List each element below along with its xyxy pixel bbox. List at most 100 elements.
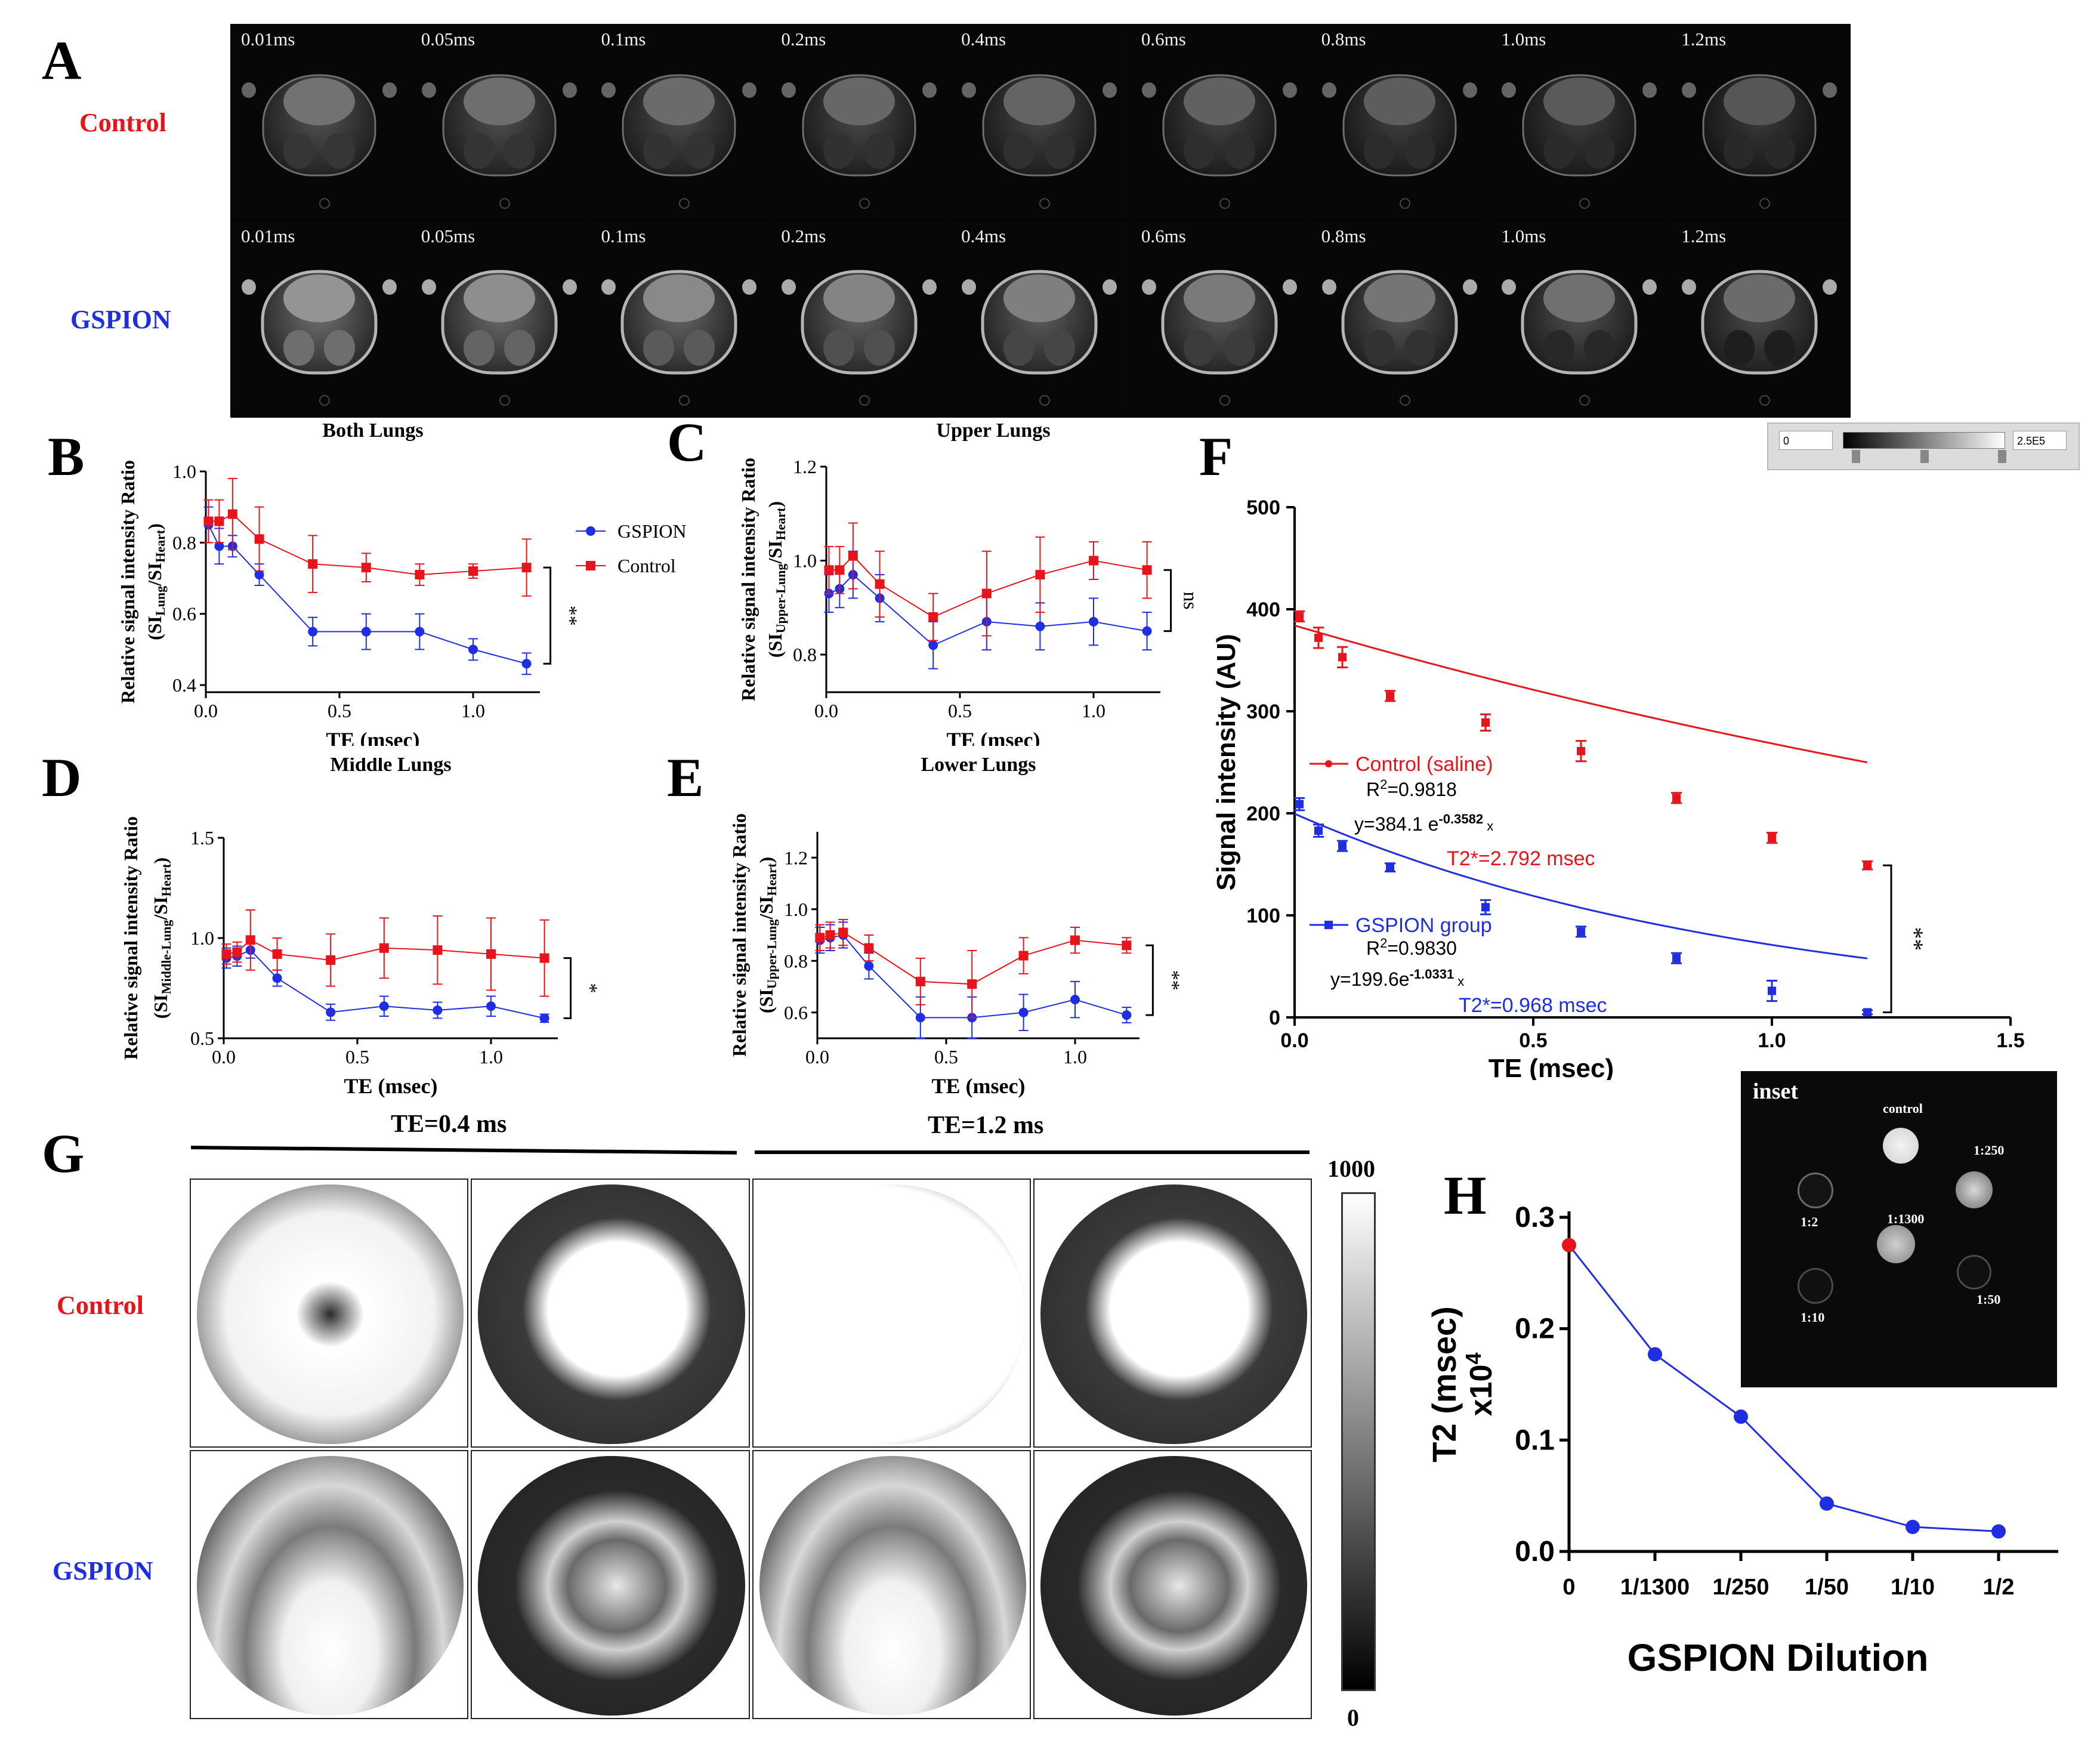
lung-region (1404, 132, 1435, 169)
heart-region (1003, 78, 1075, 126)
x-tick-label: 1/1300 (1620, 1575, 1690, 1600)
lung-region (1584, 329, 1616, 366)
inset-label-1-1300: 1:1300 (1887, 1211, 1925, 1226)
data-point-gspion (1338, 841, 1347, 850)
lung-region (323, 329, 355, 366)
lung-region (1003, 329, 1034, 366)
chart-b: Both Lungs 0.4 0.6 0.8 1.0 0.0 0.5 1.0 TE (msec)… (117, 419, 687, 746)
data-point-gspion (1018, 1007, 1029, 1017)
reference-marker (1579, 394, 1591, 406)
forelimb-section (961, 82, 976, 98)
reference-marker (319, 394, 330, 406)
lung-region (684, 132, 715, 169)
y-tick-label: 1.0 (793, 550, 817, 572)
lung-region (283, 329, 314, 366)
y-tick-label: 1.5 (190, 827, 214, 849)
significance-label: ** (1161, 970, 1183, 991)
forelimb-section (1462, 279, 1477, 295)
x-axis-label: TE (msec) (932, 1074, 1026, 1098)
gspion-t2-map-cell (1033, 1450, 1312, 1719)
y-tick-label: 100 (1246, 905, 1280, 927)
data-point-gspion (214, 541, 224, 551)
series-line-control (820, 931, 1127, 985)
reference-marker (1039, 198, 1050, 209)
lung-region (1003, 132, 1034, 169)
t2-map-image (197, 1456, 464, 1716)
panel-a-row-label-control: Control (79, 108, 166, 137)
data-point-control (815, 933, 825, 943)
x-axis-label: TE (msec) (326, 728, 420, 746)
y-tick-label: 1.0 (190, 927, 214, 949)
y-axis-label: Relative signal intensity Ratio (120, 816, 141, 1060)
heart-region (463, 78, 535, 126)
data-point-control (221, 949, 231, 959)
control-mri-tile: 1.2ms (1670, 24, 1848, 218)
gspion-mri-tile: 0.4ms (950, 221, 1128, 415)
heart-region (1363, 274, 1435, 323)
reference-marker (859, 198, 870, 209)
panel-g-col-header-te04: TE=0.4 ms (391, 1110, 507, 1138)
x-tick-label: 1.0 (1082, 700, 1105, 721)
y-tick-label: 200 (1246, 803, 1280, 825)
data-point-control (433, 945, 443, 955)
data-point-control (1295, 612, 1304, 621)
panel-a-colorbar: 0 2.5E5 (1767, 422, 2080, 470)
data-point-control (415, 570, 425, 580)
x-tick-label: 0.0 (814, 700, 838, 721)
control-mri-tile: 0.4ms (950, 24, 1128, 218)
fit-curve-gspion (1294, 813, 1868, 960)
data-point-gspion (521, 659, 532, 669)
gspion-mri-tile: 1.0ms (1490, 221, 1669, 415)
colorbar-handle-right[interactable] (1998, 450, 2006, 463)
lung-region (1363, 132, 1395, 169)
heart-region (1003, 274, 1075, 323)
y-tick-label: 300 (1246, 701, 1280, 723)
heart-region (823, 78, 895, 126)
y-tick-label: 1.2 (784, 847, 808, 868)
te-label: 0.1ms (601, 226, 646, 246)
data-point-control (967, 979, 977, 989)
panel-letter-b: B (48, 426, 85, 487)
legend-label-control: Control (saline) (1355, 753, 1493, 776)
forelimb-section (1682, 279, 1697, 295)
panel-g-row-label-gspion: GSPION (52, 1556, 153, 1585)
gspion-t2-star: T2*=0.968 msec (1459, 994, 1607, 1017)
forelimb-section (1682, 82, 1697, 98)
t2-map-image (197, 1184, 464, 1444)
x-axis-label: TE (msec) (947, 728, 1040, 746)
data-point-gspion (915, 1013, 925, 1023)
x-tick-label: 0.0 (212, 1046, 236, 1068)
gspion-mri-tile: 0.2ms (770, 221, 949, 415)
x-tick-label: 0.5 (345, 1046, 369, 1068)
lung-region (463, 329, 495, 366)
data-point-control (1338, 653, 1347, 662)
chart-title: Both Lungs (322, 419, 423, 442)
colorbar-max-box: 2.5E5 (2013, 431, 2067, 450)
control-t2-map-cell (190, 1179, 469, 1448)
te-label: 0.05ms (421, 29, 475, 50)
control-fit-equation: y=384.1 e-0.3582 x (1354, 812, 1493, 835)
x-tick-label: 0.5 (948, 700, 972, 721)
data-point-control (1386, 692, 1394, 701)
data-point-control (361, 563, 371, 573)
forelimb-section (1642, 279, 1657, 295)
data-point-gspion (468, 644, 478, 655)
te-label: 0.1ms (601, 29, 646, 50)
colorbar-handle-left[interactable] (1852, 450, 1860, 463)
y-axis-multiplier: x104 (1461, 1353, 1499, 1417)
t2-data-point (1906, 1519, 1920, 1534)
panel-letter-d: D (42, 747, 82, 808)
data-point-control (1481, 718, 1490, 727)
t2-data-point (1562, 1238, 1576, 1253)
colorbar-handle-mid[interactable] (1920, 450, 1929, 463)
y-axis-sublabel: (SIUpper-Lung/SIHeart) (764, 501, 788, 658)
control-t2-map-cell (1033, 1179, 1312, 1448)
control-r-squared: R2=0.9818 (1366, 777, 1457, 800)
data-point-control (227, 509, 237, 519)
chart-f: 0 100 200 300 400 500 0.0 0.5 1.0 1.5 TE (msec) Sig… (1212, 496, 2025, 1080)
data-point-gspion (1672, 954, 1681, 962)
lung-region (864, 132, 895, 169)
forelimb-section (742, 279, 757, 295)
inset-vial-1-1300 (1877, 1225, 1915, 1263)
legend-label-gspion: GSPION group (1355, 914, 1492, 937)
